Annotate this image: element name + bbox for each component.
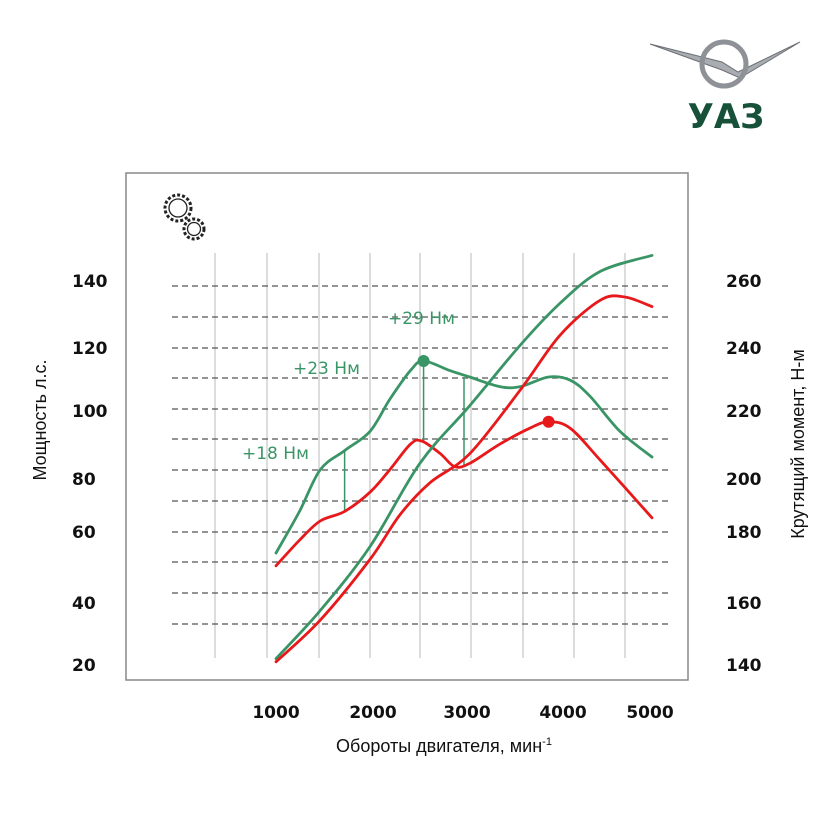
y-left-tick-label: 120 xyxy=(72,339,108,359)
torque-old-peak-marker xyxy=(542,415,555,428)
y-right-tick-label: 160 xyxy=(726,594,762,614)
y-right-tick-label: 140 xyxy=(726,656,762,676)
power-new-line xyxy=(274,254,654,660)
gain-annotation: +18 Нм xyxy=(242,444,309,464)
y-left-tick-label: 20 xyxy=(72,656,96,676)
x-tick-label: 4000 xyxy=(539,703,586,723)
x-tick-label: 5000 xyxy=(626,703,673,723)
y-right-tick-label: 180 xyxy=(726,523,762,543)
y-left-tick-label: 60 xyxy=(72,523,96,543)
gears-icon xyxy=(163,193,206,241)
x-tick-label: 1000 xyxy=(252,703,299,723)
y-right-tick-label: 200 xyxy=(726,470,762,490)
y-left-tick-label: 80 xyxy=(72,470,96,490)
power-old-line xyxy=(274,294,654,664)
x-tick-label: 2000 xyxy=(349,703,396,723)
torque-new-line xyxy=(274,359,654,555)
x-tick-label: 3000 xyxy=(443,703,490,723)
torque-new-peak-marker xyxy=(417,355,430,367)
y-right-tick-label: 220 xyxy=(726,402,762,422)
y-right-tick-label: 260 xyxy=(726,272,762,292)
y-left-tick-label: 100 xyxy=(72,402,108,422)
plot-frame xyxy=(125,172,689,681)
logo: УАЗ xyxy=(649,39,801,137)
y-left-tick-label: 40 xyxy=(72,594,96,614)
gain-annotation: +23 Нм xyxy=(293,359,360,379)
gain-annotation: +29 Нм xyxy=(388,309,455,329)
y-left-tick-label: 140 xyxy=(72,272,108,292)
x-axis-title: Обороты двигателя, мин-1 xyxy=(336,736,552,756)
y-right-tick-label: 240 xyxy=(726,339,762,359)
y-right-axis-title: Крутящий момент, Н-м xyxy=(788,349,808,539)
logo-text: УАЗ xyxy=(688,97,765,137)
torque-old-line xyxy=(274,420,654,568)
y-left-axis-title: Мощность л.с. xyxy=(30,359,50,480)
